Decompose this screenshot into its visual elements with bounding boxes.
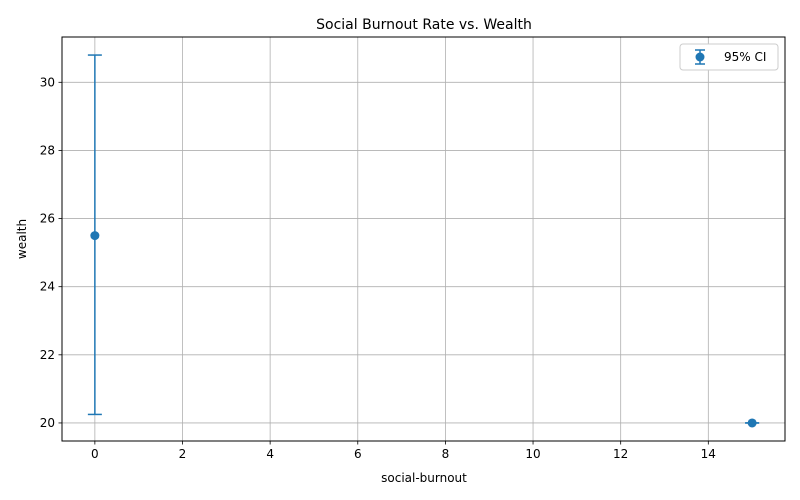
x-tick-label: 12 — [613, 447, 628, 461]
y-tick-label: 30 — [40, 75, 55, 89]
x-tick-label: 0 — [91, 447, 99, 461]
y-axis: 20 22 24 26 28 30 — [40, 75, 62, 430]
y-tick-label: 24 — [40, 280, 55, 294]
legend-point — [695, 52, 705, 62]
x-tick-label: 2 — [179, 447, 187, 461]
x-tick-label: 10 — [525, 447, 540, 461]
x-tick-label: 6 — [354, 447, 362, 461]
x-tick-label: 14 — [701, 447, 716, 461]
y-axis-title: wealth — [15, 219, 29, 259]
x-axis-title: social-burnout — [381, 471, 467, 485]
data-point-group — [87, 54, 102, 416]
x-axis: 0 2 4 6 8 10 12 14 — [91, 441, 716, 461]
data-point-group — [745, 418, 760, 428]
y-tick-label: 22 — [40, 348, 55, 362]
grid — [62, 37, 785, 441]
x-tick-label: 4 — [266, 447, 274, 461]
data-marks — [87, 54, 760, 428]
x-tick-label: 8 — [442, 447, 450, 461]
legend-label: 95% CI — [724, 50, 766, 64]
y-tick-label: 20 — [40, 416, 55, 430]
legend-marker — [695, 49, 705, 65]
data-point — [90, 231, 100, 241]
plot-frame — [61, 36, 786, 442]
y-tick-label: 26 — [40, 212, 55, 226]
y-tick-label: 28 — [40, 143, 55, 157]
legend: 95% CI — [679, 43, 779, 71]
chart-title: Social Burnout Rate vs. Wealth — [316, 17, 532, 33]
data-point — [747, 418, 757, 428]
